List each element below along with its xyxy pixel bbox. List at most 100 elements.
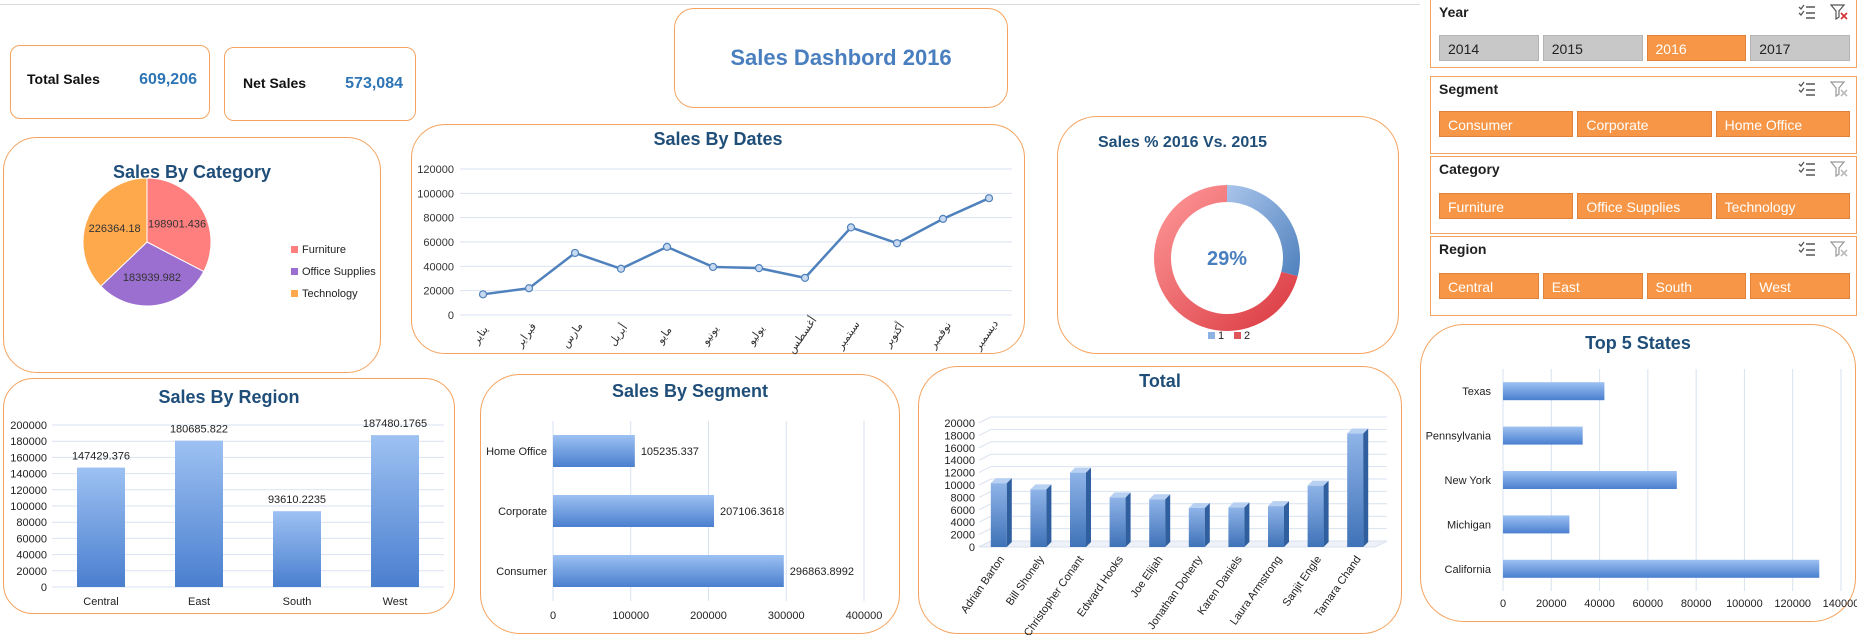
bar-front [990,483,1007,547]
net-sales-value: 573,084 [345,75,403,92]
bar-top [990,478,1012,484]
x-tick-label: Central [83,596,118,608]
gridline [978,416,992,424]
segment-slicer-item-corporate[interactable]: Corporate [1577,111,1712,137]
bar-top [1188,502,1210,508]
line-point [984,194,994,203]
y-tick-label: 12000 [944,468,975,480]
legend-label: Technology [302,288,358,300]
x-tick-label: سبتمبر [834,319,863,353]
line-point [616,264,626,273]
year-slicer: Year 2014 2015 2016 2017 [1430,0,1857,68]
year-slicer-item-2014[interactable]: 2014 [1439,35,1539,61]
x-tick-label: يناير [470,324,491,347]
category-slicer-item-office-supplies[interactable]: Office Supplies [1577,193,1712,219]
pct-donut-chart: 29% 1 2 [1154,185,1300,342]
category-slicer-item-technology[interactable]: Technology [1715,193,1850,219]
x-tick-label: 0 [1500,598,1506,610]
clear-filter-icon[interactable] [1830,4,1848,20]
gridline [978,503,992,511]
region-slicer-item-central[interactable]: Central [1439,273,1539,299]
bar-side [1006,478,1012,547]
segment-slicer-item-consumer[interactable]: Consumer [1439,111,1574,137]
bar-top [1030,484,1052,490]
total-bar-chart: 0200040006000800010000120001400016000180… [944,416,1388,635]
total-sales-value: 609,206 [139,71,197,88]
y-tick-label: 0 [969,542,975,554]
multi-select-icon[interactable] [1798,4,1816,20]
x-tick-label: Adrian Barton [959,554,1007,616]
region-slicer-buttons: Central East South West [1439,273,1850,299]
bar-front [1109,497,1126,547]
multi-select-icon[interactable] [1798,161,1816,177]
bar-east [175,440,223,587]
multi-select-icon[interactable] [1798,81,1816,97]
bar-side [1204,502,1210,547]
y-tick-label: 20000 [16,566,47,578]
region-bar-chart: 0 20000 40000 60000 80000 100000 120000 140000 1… [10,418,444,608]
segment-bar-chart: 0 100000 200000 300000 400000 105235.337 Home … [486,421,882,622]
total-sales-label: Total Sales [27,71,100,87]
region-chart-title: Sales By Region [158,387,300,407]
segment-slicer: Segment Consumer Corporate Home Office [1430,76,1857,154]
year-slicer-item-2017[interactable]: 2017 [1750,35,1850,61]
bar-top [1070,467,1091,473]
sheet-gridline [0,0,1420,5]
legend-swatch [1234,332,1241,339]
category-slicer: Category Furniture Office Supplies Technol… [1430,156,1857,234]
bar-data-label: 147429.376 [72,451,130,463]
bar-home-office [553,435,635,467]
bar-central [77,467,125,587]
bar-side [1046,484,1052,547]
x-tick-label: 100000 [1726,598,1763,610]
gridline [978,441,992,449]
y-tick-label: 60000 [423,237,454,249]
bar-top [1228,502,1250,508]
y-tick-label: 80000 [423,213,454,225]
y-tick-label: 4000 [951,517,975,529]
gridline [978,528,992,536]
net-sales-label: Net Sales [243,75,307,91]
legend-label: Furniture [302,244,346,256]
bar-texas [1503,382,1605,401]
x-tick-label: مايو [654,324,675,347]
pie-data-label: 226364.18 [89,223,141,235]
x-tick-label: East [188,596,210,608]
bar-side [1323,480,1329,547]
multi-select-icon[interactable] [1798,241,1816,257]
segment-slicer-item-home-office[interactable]: Home Office [1715,111,1850,137]
bar-pennsylvania [1503,426,1583,445]
y-tick-label: 80000 [16,517,47,529]
bar-front [1228,507,1245,547]
y-tick-label: 100000 [10,501,47,513]
top-states-card: Top 5 States 0 20000 40000 60000 80000 100000… [1420,324,1857,622]
x-tick-label: West [383,596,408,608]
category-chart-title: Sales By Category [112,162,272,182]
net-sales-card: Net Sales 573,084 [224,47,416,121]
category-slicer-buttons: Furniture Office Supplies Technology [1439,193,1850,219]
y-tick-label: California [1445,564,1492,576]
bar-data-label: 105235.337 [641,446,699,458]
sales-pct-card: Sales % 2016 Vs. 2015 29% 1 2 [1057,116,1399,354]
year-slicer-item-2015[interactable]: 2015 [1542,35,1643,61]
region-slicer-item-south[interactable]: South [1646,273,1747,299]
y-tick-label: 6000 [951,505,975,517]
x-tick-label: 40000 [1584,598,1615,610]
region-slicer-item-west[interactable]: West [1750,273,1850,299]
bar-side [1165,494,1171,547]
clear-filter-icon[interactable] [1830,81,1848,97]
bar-front [1268,506,1284,547]
region-slicer-item-east[interactable]: East [1542,273,1643,299]
states-chart-title: Top 5 States [1585,333,1691,353]
clear-filter-icon[interactable] [1830,241,1848,257]
bar-front [1307,485,1324,547]
x-tick-label: Bill Shonely [1004,553,1047,607]
year-slicer-item-2016[interactable]: 2016 [1646,35,1747,61]
bar-side [1086,467,1091,547]
bar-corporate [553,495,715,527]
gridline [978,428,992,436]
x-tick-label: 0 [550,610,556,622]
clear-filter-icon[interactable] [1830,161,1848,177]
category-slicer-item-furniture[interactable]: Furniture [1439,193,1574,219]
bar-front [1030,489,1047,547]
